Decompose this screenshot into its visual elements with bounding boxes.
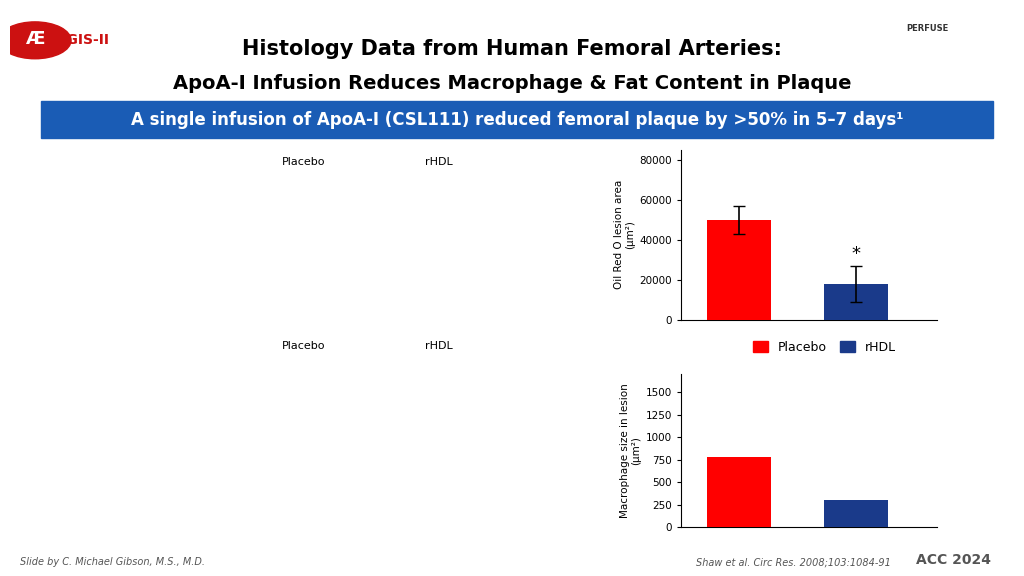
Text: *: * [851,245,860,263]
Text: EGIS-II: EGIS-II [57,33,110,47]
Text: rHDL: rHDL [425,157,453,167]
Text: Histology Data from Human Femoral Arteries:: Histology Data from Human Femoral Arteri… [242,39,782,59]
Text: Placebo: Placebo [282,157,325,167]
Bar [823,500,888,527]
Text: ACC 2024: ACC 2024 [916,554,991,567]
Legend: Placebo, rHDL: Placebo, rHDL [748,336,901,358]
Y-axis label: Macrophage size in lesion
(μm²): Macrophage size in lesion (μm²) [620,384,641,518]
Bar [708,219,771,320]
Text: Placebo: Placebo [282,342,325,351]
Circle shape [0,22,71,59]
Bar [823,284,888,320]
Text: Slide by C. Michael Gibson, M.S., M.D.: Slide by C. Michael Gibson, M.S., M.D. [20,558,206,567]
Text: A single infusion of ApoA-I (CSL111) reduced femoral plaque by >50% in 5–7 days¹: A single infusion of ApoA-I (CSL111) red… [131,111,903,128]
Y-axis label: Oil Red O lesion area
(μm²): Oil Red O lesion area (μm²) [613,180,635,289]
Text: rHDL: rHDL [425,342,453,351]
Text: Shaw et al. Circ Res. 2008;103:1084-91: Shaw et al. Circ Res. 2008;103:1084-91 [696,558,891,567]
Text: ApoA-I Infusion Reduces Macrophage & Fat Content in Plaque: ApoA-I Infusion Reduces Macrophage & Fat… [173,74,851,93]
Bar [708,457,771,527]
Text: PERFUSE: PERFUSE [906,24,949,33]
FancyBboxPatch shape [41,101,993,138]
Text: Æ: Æ [26,30,45,48]
